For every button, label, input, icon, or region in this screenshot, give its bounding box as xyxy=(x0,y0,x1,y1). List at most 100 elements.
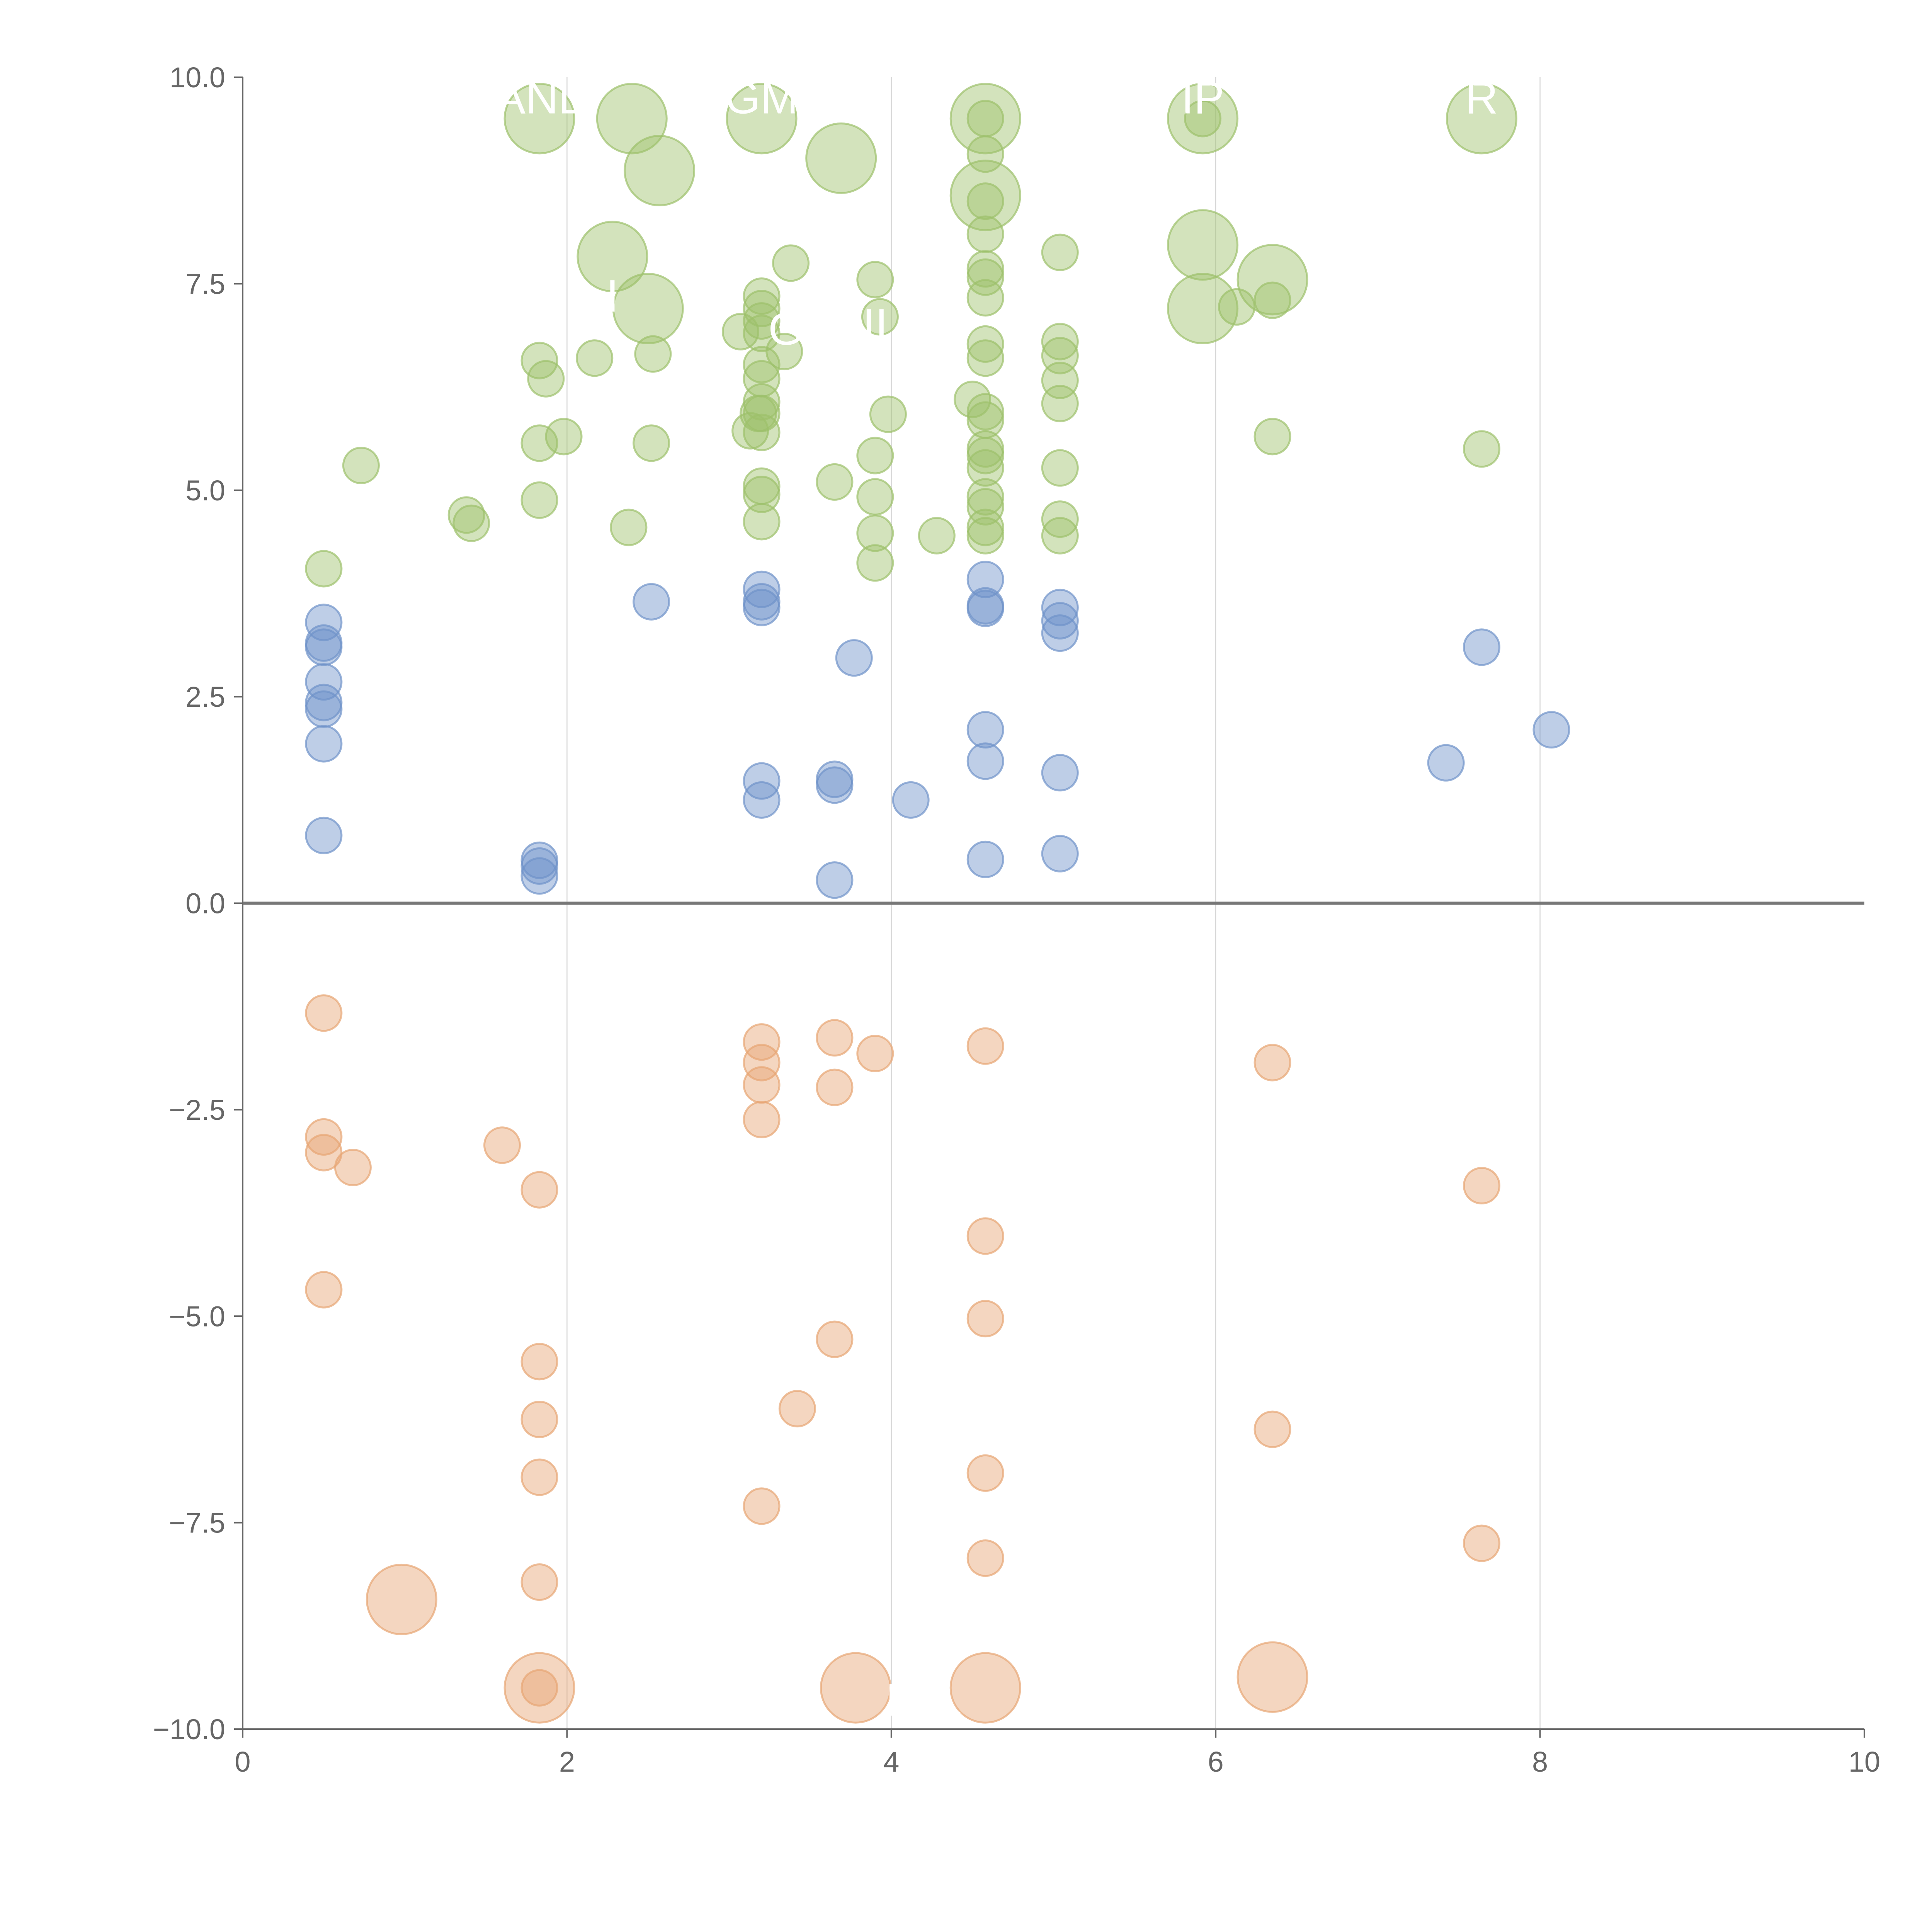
data-point-marker xyxy=(520,1400,558,1438)
data-point-marker xyxy=(966,449,1004,487)
data-point-marker xyxy=(966,430,1004,468)
data-point-marker xyxy=(816,1019,854,1057)
point-annotation-label: GM xyxy=(725,72,798,123)
data-point-marker xyxy=(835,639,873,677)
large-bubble-marker xyxy=(726,83,798,155)
data-point-marker xyxy=(743,1487,781,1525)
data-point-marker xyxy=(1041,517,1079,554)
axis-ticks: 0 2 4 6 8 10 −10.0 −7.5 −5.0 −2.5 0.0 2.5 5.0 7.5 10.0 xyxy=(153,61,1880,1778)
data-point-marker xyxy=(743,1044,781,1082)
data-point-marker xyxy=(966,182,1004,220)
data-point-marker xyxy=(856,478,894,516)
x-tick-label: 10 xyxy=(1849,1746,1880,1778)
x-tick-label: 0 xyxy=(235,1746,250,1778)
data-point-marker xyxy=(966,561,1004,599)
data-point-marker xyxy=(731,412,769,450)
large-bubble-marker xyxy=(949,160,1021,231)
large-bubble-marker xyxy=(612,273,684,344)
data-point-marker xyxy=(772,244,810,282)
data-point-marker xyxy=(1218,288,1256,326)
data-point-marker xyxy=(966,339,1004,377)
data-point-marker xyxy=(966,258,1004,296)
data-point-marker xyxy=(305,1118,343,1156)
point-annotation-label: I xyxy=(909,81,922,132)
data-point-marker xyxy=(966,711,1004,749)
large-bubble-marker xyxy=(1236,1641,1308,1713)
data-point-marker xyxy=(816,766,854,804)
data-point-marker xyxy=(966,517,1004,554)
data-point-marker xyxy=(856,1035,894,1073)
data-point-marker xyxy=(966,1454,1004,1492)
y-tick-label: −5.0 xyxy=(169,1300,225,1332)
data-point-marker xyxy=(1427,744,1465,782)
data-point-marker xyxy=(743,1101,781,1139)
large-bubble-marker xyxy=(503,1652,575,1724)
data-point-marker xyxy=(743,346,781,384)
data-point-marker xyxy=(1041,588,1079,626)
data-point-marker xyxy=(856,514,894,552)
point-annotation-label: R xyxy=(1465,72,1498,123)
data-point-marker xyxy=(305,628,343,666)
y-tick-label: 7.5 xyxy=(185,268,225,300)
data-point-marker xyxy=(743,781,781,819)
data-point-marker xyxy=(305,550,343,588)
point-annotation-label: ANL xyxy=(495,72,584,123)
data-point-marker xyxy=(545,418,583,456)
data-point-marker xyxy=(1041,337,1079,374)
y-tick-label: −10.0 xyxy=(153,1713,225,1745)
data-point-marker xyxy=(520,424,558,462)
data-point-marker xyxy=(610,509,648,546)
large-bubble-marker xyxy=(1167,83,1239,155)
data-point-marker xyxy=(1463,628,1501,666)
data-point-marker xyxy=(1463,1524,1501,1562)
data-point-marker xyxy=(1041,500,1079,538)
x-tick-label: 2 xyxy=(559,1746,575,1778)
data-point-marker xyxy=(520,1563,558,1601)
data-point-marker xyxy=(743,1066,781,1104)
data-point-marker xyxy=(740,395,777,432)
data-point-marker xyxy=(892,781,930,819)
data-point-marker xyxy=(633,424,670,462)
data-point-marker xyxy=(634,335,672,373)
data-point-marker xyxy=(452,504,490,542)
point-annotation-label: MIL xyxy=(886,1675,962,1726)
data-point-marker xyxy=(305,663,343,701)
data-point-marker xyxy=(966,401,1004,439)
data-point-marker xyxy=(856,261,894,299)
data-point-marker xyxy=(1463,430,1501,468)
data-point-marker xyxy=(305,725,343,763)
data-point-marker xyxy=(576,339,614,377)
data-point-marker xyxy=(966,1027,1004,1065)
large-bubble-marker xyxy=(805,122,877,194)
data-point-marker xyxy=(743,277,781,315)
large-bubble-marker xyxy=(949,1652,1021,1724)
data-point-marker xyxy=(1253,1044,1291,1082)
large-bubble-marker xyxy=(1167,209,1239,281)
data-point-marker xyxy=(743,1023,781,1061)
y-tick-label: 0.0 xyxy=(185,888,225,920)
data-point-marker xyxy=(305,1134,343,1172)
large-bubble-marker xyxy=(596,83,668,155)
data-point-marker xyxy=(721,313,759,350)
data-point-marker xyxy=(918,517,956,554)
data-point-marker xyxy=(520,481,558,519)
data-point-marker xyxy=(520,1458,558,1496)
data-point-marker xyxy=(966,1217,1004,1255)
data-point-marker xyxy=(966,1539,1004,1577)
data-point-marker xyxy=(966,589,1004,627)
data-point-marker xyxy=(305,690,343,728)
y-tick-label: 10.0 xyxy=(170,61,225,94)
data-point-marker xyxy=(816,463,854,501)
point-annotation-label: IP xyxy=(1181,72,1225,123)
data-point-marker xyxy=(816,1320,854,1358)
x-tick-label: 8 xyxy=(1532,1746,1548,1778)
data-point-marker xyxy=(966,488,1004,526)
y-tick-label: 2.5 xyxy=(185,681,225,713)
data-point-marker xyxy=(743,475,781,513)
data-point-marker xyxy=(1041,384,1079,422)
data-point-marker xyxy=(305,816,343,854)
data-point-marker xyxy=(520,1669,558,1707)
data-point-marker xyxy=(1532,711,1570,749)
y-tick-label: −2.5 xyxy=(169,1094,225,1126)
